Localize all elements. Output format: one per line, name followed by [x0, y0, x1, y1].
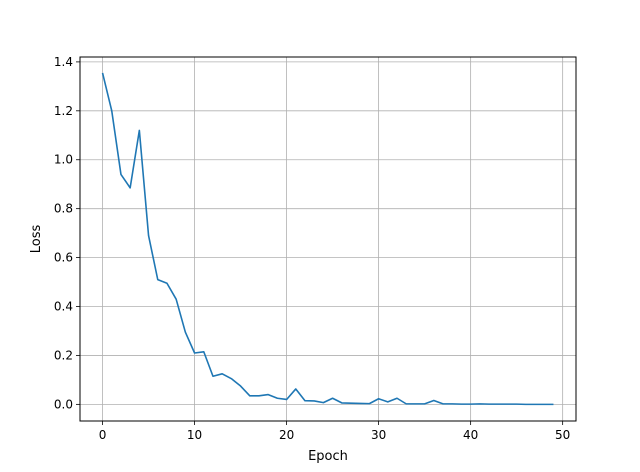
- y-tick-label: 1.2: [54, 104, 73, 118]
- y-tick-label: 0.0: [54, 397, 73, 411]
- y-tick-label: 1.4: [54, 55, 73, 69]
- x-tick-label: 10: [187, 428, 202, 442]
- y-axis-label: Loss: [29, 225, 44, 254]
- axis-ticks: 0 10 20 30 40 50 0.0 0.2 0.4 0.6 0.8 1.0 1.2 1.4: [54, 55, 570, 442]
- x-tick-label: 40: [463, 428, 478, 442]
- x-tick-label: 30: [371, 428, 386, 442]
- x-tick-label: 20: [279, 428, 294, 442]
- y-tick-label: 0.2: [54, 348, 73, 362]
- series-group: [101, 72, 554, 406]
- plot-frame: [79, 56, 577, 422]
- y-tick-label: 0.8: [54, 202, 73, 216]
- grid-lines: [80, 57, 576, 421]
- y-tick-label: 0.4: [54, 300, 73, 314]
- x-tick-label: 0: [99, 428, 107, 442]
- y-tick-label: 1.0: [54, 153, 73, 167]
- loss-series-line: [101, 72, 554, 406]
- x-axis-label: Epoch: [308, 449, 348, 464]
- y-tick-label: 0.6: [54, 251, 73, 265]
- x-tick-label: 50: [555, 428, 570, 442]
